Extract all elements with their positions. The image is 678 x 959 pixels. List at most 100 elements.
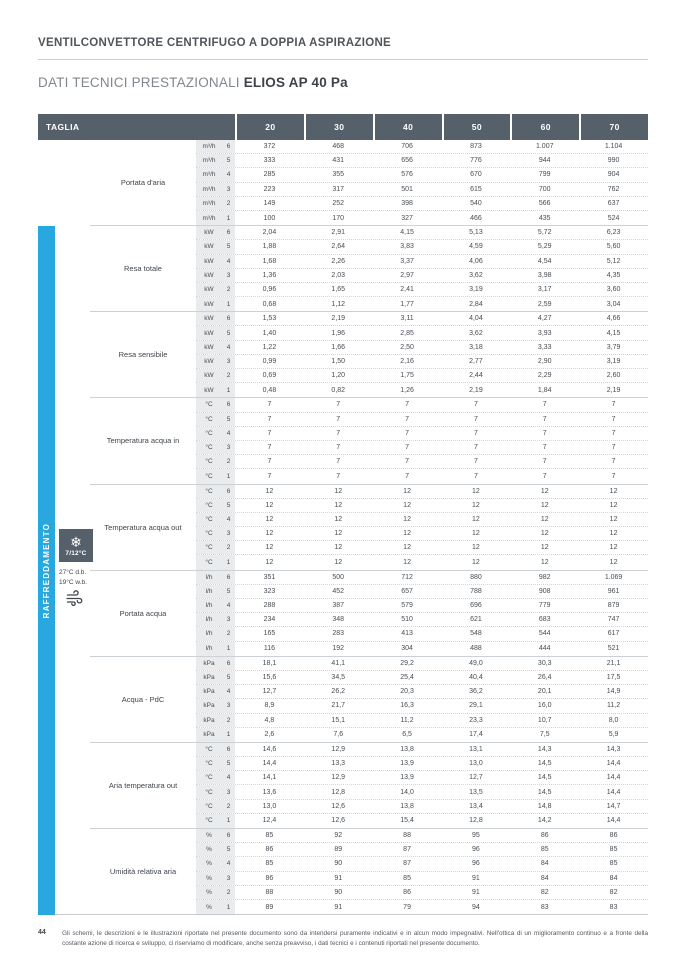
value-cell: 637 bbox=[607, 199, 620, 207]
value-cell: 2,16 bbox=[400, 357, 414, 365]
table-row: kW 2 0,96 1,65 2,41 3,19 3,17 3,60 bbox=[196, 282, 648, 298]
row-group-label: Umidità relativa aria bbox=[109, 867, 177, 877]
value-cell: 7,5 bbox=[539, 731, 550, 739]
value-cell: 500 bbox=[332, 573, 345, 581]
value-cell: 2,60 bbox=[606, 372, 621, 380]
unit-cell: °C bbox=[196, 742, 222, 757]
value-cell: 12 bbox=[609, 559, 618, 567]
value-cell: 20,1 bbox=[537, 688, 552, 696]
speed-cell: 4 bbox=[222, 512, 235, 527]
speed-cell: 4 bbox=[222, 857, 235, 871]
value-cell: 12 bbox=[403, 530, 411, 538]
speed-cell: 3 bbox=[222, 527, 235, 541]
value-cell: 12 bbox=[334, 544, 343, 552]
value-cell: 82 bbox=[609, 888, 618, 896]
table-body: Portata d'aria m³/h 6 372 468 706 873 1.007 1.10… bbox=[38, 140, 648, 916]
unit-cell: % bbox=[196, 829, 222, 843]
table-row: m³/h 6 372 468 706 873 1.007 1.104 bbox=[196, 140, 648, 155]
value-cell: 1,53 bbox=[262, 315, 277, 323]
value-cell: 435 bbox=[538, 214, 551, 222]
value-cell: 7 bbox=[267, 429, 272, 437]
speed-cell: 2 bbox=[222, 369, 235, 383]
group-inner: Portata d'aria m³/h 6 372 468 706 873 1.007 1.10… bbox=[90, 140, 648, 227]
value-cell: 83 bbox=[540, 903, 549, 911]
group-inner: Aria temperatura out °C 6 14,6 12,9 13,8 13,1 1… bbox=[90, 742, 648, 829]
value-cell: 880 bbox=[470, 573, 482, 581]
value-cell: 2,64 bbox=[331, 243, 346, 251]
unit-cell: kW bbox=[196, 297, 222, 312]
value-cell: 12 bbox=[540, 487, 549, 495]
value-cell: 879 bbox=[607, 602, 620, 610]
speed-cell: 1 bbox=[222, 813, 235, 828]
value-cell: 7 bbox=[473, 415, 478, 423]
value-cell: 5,13 bbox=[469, 229, 483, 237]
value-cell: 13,8 bbox=[400, 802, 414, 810]
value-cell: 13,3 bbox=[331, 760, 346, 768]
value-cell: 521 bbox=[607, 645, 620, 653]
value-cell: 6,5 bbox=[402, 731, 412, 739]
group-inner: Umidità relativa aria% 6 85 92 88 95 86 86% 5 86 8… bbox=[90, 829, 648, 915]
value-cell: 14,9 bbox=[606, 688, 621, 696]
value-cell: 4,04 bbox=[469, 315, 483, 323]
value-cell: 1,22 bbox=[262, 343, 277, 351]
value-cell: 92 bbox=[334, 832, 343, 840]
value-cell: 5,12 bbox=[606, 257, 621, 265]
table-row: % 1 89 91 79 94 83 83 bbox=[196, 899, 648, 915]
table-row: kW 1 0,48 0,82 1,26 2,19 1,84 2,19 bbox=[196, 383, 648, 398]
speed-cell: 5 bbox=[222, 498, 235, 512]
table-row: l/h 5 323 452 657 788 908 961 bbox=[196, 584, 648, 599]
value-cell: 13,0 bbox=[262, 802, 277, 810]
value-cell: 96 bbox=[472, 846, 480, 854]
value-cell: 12,8 bbox=[331, 788, 346, 796]
footer-disclaimer: Gli schemi, le descrizioni e le illustra… bbox=[62, 930, 648, 947]
value-cell: 79 bbox=[403, 903, 411, 911]
table-row: l/h 4 288 387 579 696 779 879 bbox=[196, 599, 648, 614]
value-cell: 398 bbox=[401, 199, 413, 207]
value-cell: 1,36 bbox=[262, 271, 277, 279]
value-cell: 14,3 bbox=[537, 745, 552, 753]
value-cell: 2,19 bbox=[469, 386, 483, 394]
value-cell: 7 bbox=[405, 444, 410, 452]
value-cell: 85 bbox=[265, 860, 274, 868]
value-cell: 12 bbox=[609, 530, 618, 538]
value-cell: 4,35 bbox=[606, 271, 621, 279]
value-cell: 84 bbox=[609, 874, 618, 882]
value-cell: 13,0 bbox=[469, 760, 483, 768]
value-cell: 706 bbox=[401, 143, 413, 151]
value-cell: 96 bbox=[472, 860, 480, 868]
value-cell: 3,83 bbox=[400, 243, 414, 251]
section-subtitle: DATI TECNICI PRESTAZIONALI ELIOS AP 40 P… bbox=[38, 75, 348, 90]
value-cell: 908 bbox=[538, 587, 551, 595]
table-row: °C 2 12 12 12 12 12 12 bbox=[196, 541, 648, 556]
unit-cell: l/h bbox=[196, 599, 222, 613]
speed-cell: 5 bbox=[222, 670, 235, 685]
value-cell: 348 bbox=[332, 616, 345, 624]
value-cell: 873 bbox=[470, 143, 482, 151]
value-cell: 85 bbox=[265, 832, 274, 840]
value-cell: 2,29 bbox=[537, 372, 552, 380]
table-row: °C 2 7 7 7 7 7 7 bbox=[196, 455, 648, 470]
value-cell: 15,1 bbox=[331, 716, 346, 724]
table-row: °C 6 14,6 12,9 13,8 13,1 14,3 14,3 bbox=[196, 742, 648, 758]
value-cell: 14,5 bbox=[537, 760, 552, 768]
value-cell: 12 bbox=[609, 501, 618, 509]
value-cell: 1,77 bbox=[400, 300, 414, 308]
value-cell: 285 bbox=[263, 171, 276, 179]
value-cell: 12 bbox=[609, 544, 618, 552]
speed-cell: 2 bbox=[222, 196, 235, 210]
unit-cell: °C bbox=[196, 555, 222, 570]
value-cell: 1,40 bbox=[262, 329, 277, 337]
table-group: Aria temperatura out °C 6 14,6 12,9 13,8 13,1 1… bbox=[38, 742, 648, 829]
group-inner: Temperatura acqua out °C 6 12 12 12 12 12 12 °C 5 1… bbox=[90, 484, 648, 571]
value-cell: 11,2 bbox=[607, 702, 621, 710]
speed-cell: 6 bbox=[222, 570, 235, 584]
group-rows: m³/h 6 372 468 706 873 1.007 1.104 m³/h 5 333 431 65… bbox=[196, 140, 648, 226]
value-cell: 762 bbox=[607, 185, 620, 193]
value-cell: 13,5 bbox=[469, 788, 483, 796]
table-group: Resa sensibile kW 6 1,53 2,19 3,11 4,04 4,27 4,6… bbox=[38, 312, 648, 399]
unit-cell: kW bbox=[196, 312, 222, 326]
value-cell: 192 bbox=[332, 645, 345, 653]
value-cell: 12 bbox=[472, 501, 480, 509]
unit-cell: °C bbox=[196, 813, 222, 828]
value-cell: 1.104 bbox=[604, 143, 623, 151]
